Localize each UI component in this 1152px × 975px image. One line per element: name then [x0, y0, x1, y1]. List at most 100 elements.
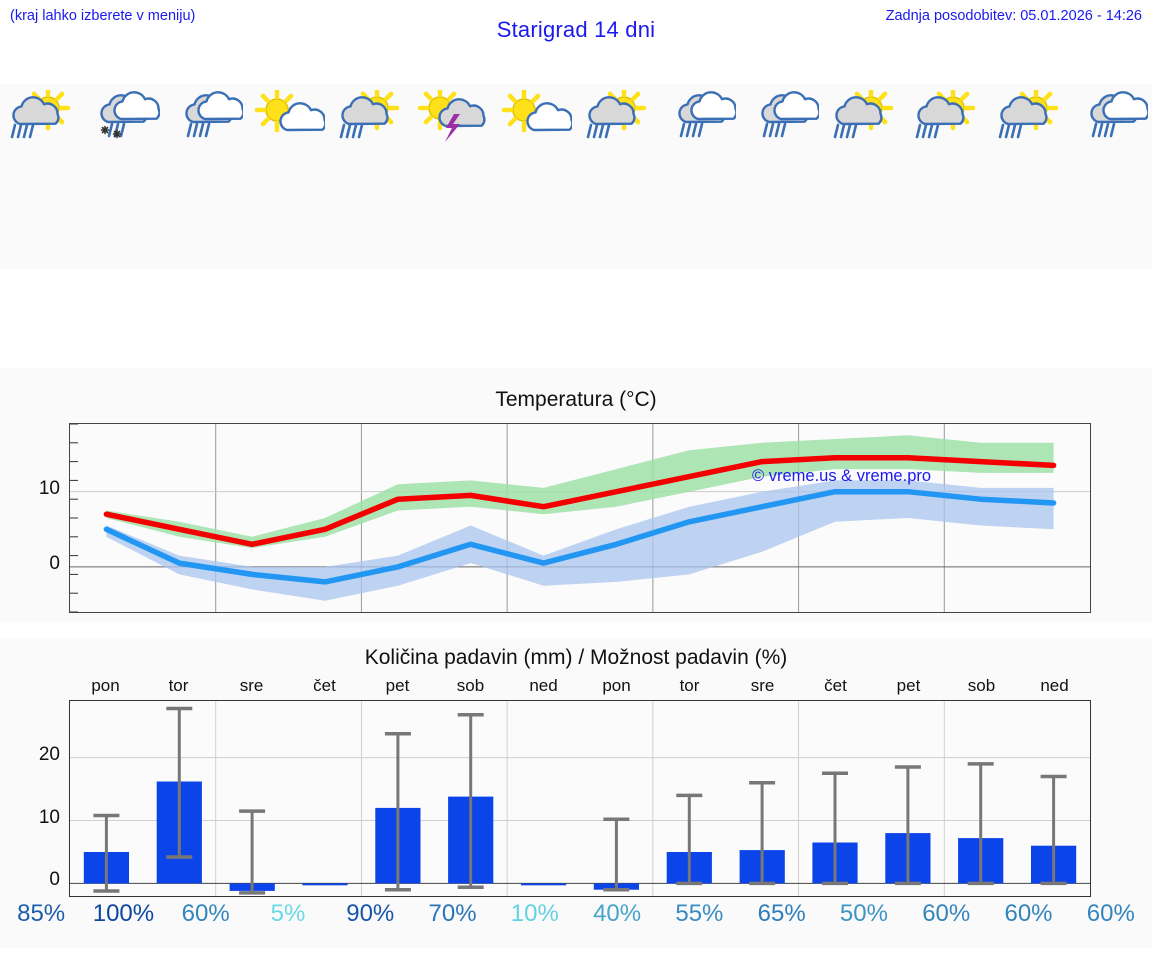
cloud-rain-icon — [1074, 90, 1148, 148]
precipitation-day-label: pet — [896, 676, 921, 695]
rain-part — [833, 123, 858, 139]
lightning-part — [444, 114, 460, 142]
cloud-part — [12, 96, 60, 126]
snow-part — [101, 125, 122, 139]
temperature-chart-title: Temperatura (°C) — [495, 388, 657, 411]
sun-cloud-icon — [498, 90, 572, 148]
cloud-part — [690, 91, 737, 121]
last-updated-text: Zadnja posodobitev: 05.01.2026 - 14:26 — [885, 8, 1142, 24]
temperature-y-tick: 10 — [38, 477, 60, 499]
precipitation-day-label: pon — [91, 676, 120, 695]
rain-part — [915, 123, 940, 139]
day-forecast-card[interactable] — [741, 84, 823, 269]
cloud-part — [113, 91, 161, 121]
sun-cloud-rain-icon — [992, 90, 1066, 148]
cloud-rain-snow-icon — [86, 90, 161, 148]
header-bar: (kraj lahko izberete v meniju) Starigrad… — [0, 0, 1152, 58]
precipitation-day-label: ned — [529, 676, 558, 695]
daily-forecast-strip — [0, 84, 1152, 269]
precipitation-day-label: čet — [824, 676, 847, 695]
precipitation-probability: 60% — [922, 900, 971, 927]
sun-cloud-rain-icon — [580, 90, 654, 148]
cloud-part — [526, 102, 572, 132]
precipitation-probability-row: 85% 100% 60% 5% 90% 70% 10% 40% 55% 65% 50% 60% 60% 6… — [0, 900, 1152, 928]
precipitation-y-tick: 10 — [38, 806, 60, 828]
rain-part — [998, 123, 1022, 139]
precipitation-probability: 70% — [428, 900, 477, 927]
cloud-part — [999, 96, 1048, 126]
cloud-rain-icon — [745, 90, 819, 148]
precipitation-day-label: sre — [239, 676, 264, 695]
precipitation-probability: 90% — [346, 900, 395, 927]
cloud-part — [279, 102, 325, 132]
sun-cloud-rain-icon — [333, 90, 407, 148]
precipitation-probability: 60% — [1004, 900, 1053, 927]
day-forecast-card[interactable] — [247, 84, 329, 269]
day-forecast-card[interactable] — [1070, 84, 1152, 269]
cloud-part — [588, 96, 636, 126]
precipitation-panel: Količina padavin (mm) / Možnost padavin … — [0, 638, 1152, 948]
precipitation-chart-svg — [70, 701, 1090, 896]
cloud-part — [835, 96, 883, 126]
precipitation-probability: 65% — [757, 900, 806, 927]
sun-cloud-rain-icon — [909, 90, 983, 148]
rain-part — [586, 123, 611, 139]
precipitation-y-tick: 20 — [38, 743, 60, 765]
cloud-rain-icon — [662, 90, 737, 148]
day-forecast-card[interactable] — [411, 84, 493, 269]
rain-part — [1091, 122, 1116, 138]
sun-cloud-thunder-icon — [416, 90, 490, 148]
day-forecast-card[interactable] — [987, 84, 1069, 269]
precipitation-day-label: pon — [602, 676, 631, 695]
precipitation-plot-area — [69, 700, 1091, 897]
day-forecast-card[interactable] — [0, 84, 82, 269]
cloud-part — [437, 98, 486, 128]
temperature-panel: Temperatura (°C) 10 0 — [0, 368, 1152, 622]
day-forecast-card[interactable] — [658, 84, 740, 269]
precipitation-probability: 100% — [92, 900, 155, 927]
cloud-part — [197, 91, 243, 121]
cloud-part — [917, 96, 965, 126]
precipitation-day-labels: pon tor sre čet pet sob ned pon tor sre čet pet sob n… — [69, 676, 1091, 696]
precipitation-day-label: tor — [168, 676, 189, 695]
precipitation-day-label: sob — [456, 676, 485, 695]
precipitation-day-label: tor — [679, 676, 700, 695]
page-title: Starigrad 14 dni — [496, 17, 656, 42]
rain-part — [762, 122, 786, 138]
precipitation-probability: 10% — [510, 900, 559, 927]
precipitation-day-label: sre — [750, 676, 775, 695]
rain-part — [680, 122, 704, 138]
day-forecast-card[interactable] — [494, 84, 576, 269]
day-forecast-card[interactable] — [82, 84, 164, 269]
temperature-y-tick: 0 — [49, 552, 60, 574]
cloud-part — [772, 91, 819, 121]
day-forecast-card[interactable] — [329, 84, 411, 269]
sun-cloud-icon — [251, 90, 325, 148]
precipitation-probability: 5% — [270, 900, 306, 927]
precipitation-probability: 55% — [675, 900, 724, 927]
precipitation-probability: 85% — [17, 900, 66, 927]
day-forecast-card[interactable] — [905, 84, 987, 269]
precipitation-probability: 60% — [1086, 900, 1135, 927]
day-forecast-card[interactable] — [823, 84, 905, 269]
rain-part — [339, 123, 364, 139]
chart-credit-text: © vreme.us & vreme.pro — [752, 467, 932, 485]
temperature-chart-svg — [70, 423, 1090, 613]
precipitation-chart-title: Količina padavin (mm) / Možnost padavin … — [364, 646, 788, 669]
sun-cloud-rain-icon — [4, 90, 78, 148]
precipitation-day-label: pet — [385, 676, 410, 695]
precipitation-probability: 50% — [839, 900, 888, 927]
day-forecast-card[interactable] — [576, 84, 658, 269]
sun-cloud-rain-icon — [827, 90, 901, 148]
precipitation-probability: 40% — [593, 900, 642, 927]
rain-part — [186, 122, 211, 138]
cloud-part — [341, 96, 389, 126]
precipitation-day-label: ned — [1040, 676, 1069, 695]
cloud-part — [1102, 91, 1148, 121]
menu-hint-text: (kraj lahko izberete v meniju) — [10, 8, 196, 24]
day-forecast-card[interactable] — [165, 84, 247, 269]
precipitation-day-label: sob — [967, 676, 996, 695]
temperature-plot-area — [69, 423, 1091, 613]
cloud-rain-icon — [169, 90, 243, 148]
precipitation-probability: 60% — [181, 900, 230, 927]
